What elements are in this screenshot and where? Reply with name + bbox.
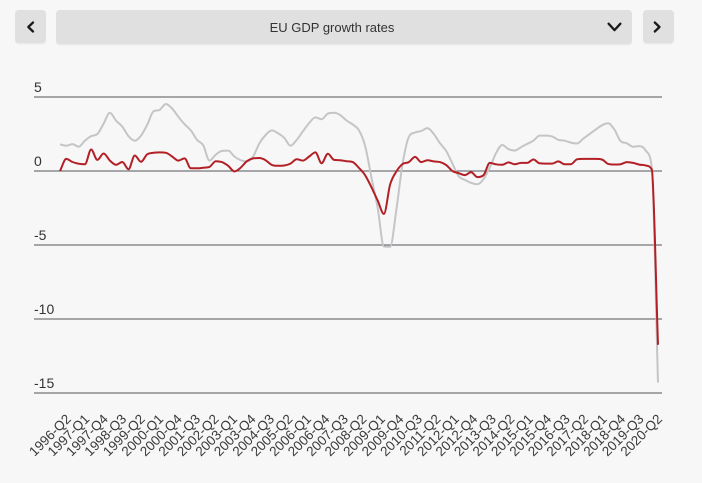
svg-text:-10: -10 bbox=[34, 301, 54, 317]
svg-text:0: 0 bbox=[34, 153, 42, 169]
svg-text:-5: -5 bbox=[34, 227, 47, 243]
svg-text:5: 5 bbox=[34, 79, 42, 95]
svg-text:-15: -15 bbox=[34, 375, 54, 391]
